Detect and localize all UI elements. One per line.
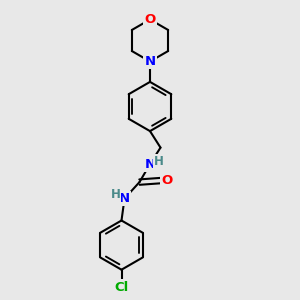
Text: H: H	[111, 188, 120, 202]
Text: N: N	[144, 55, 156, 68]
Text: N: N	[119, 192, 130, 205]
Text: O: O	[161, 174, 173, 187]
Text: H: H	[154, 154, 163, 168]
Text: O: O	[144, 13, 156, 26]
Text: Cl: Cl	[114, 280, 129, 294]
Text: N: N	[144, 158, 156, 171]
